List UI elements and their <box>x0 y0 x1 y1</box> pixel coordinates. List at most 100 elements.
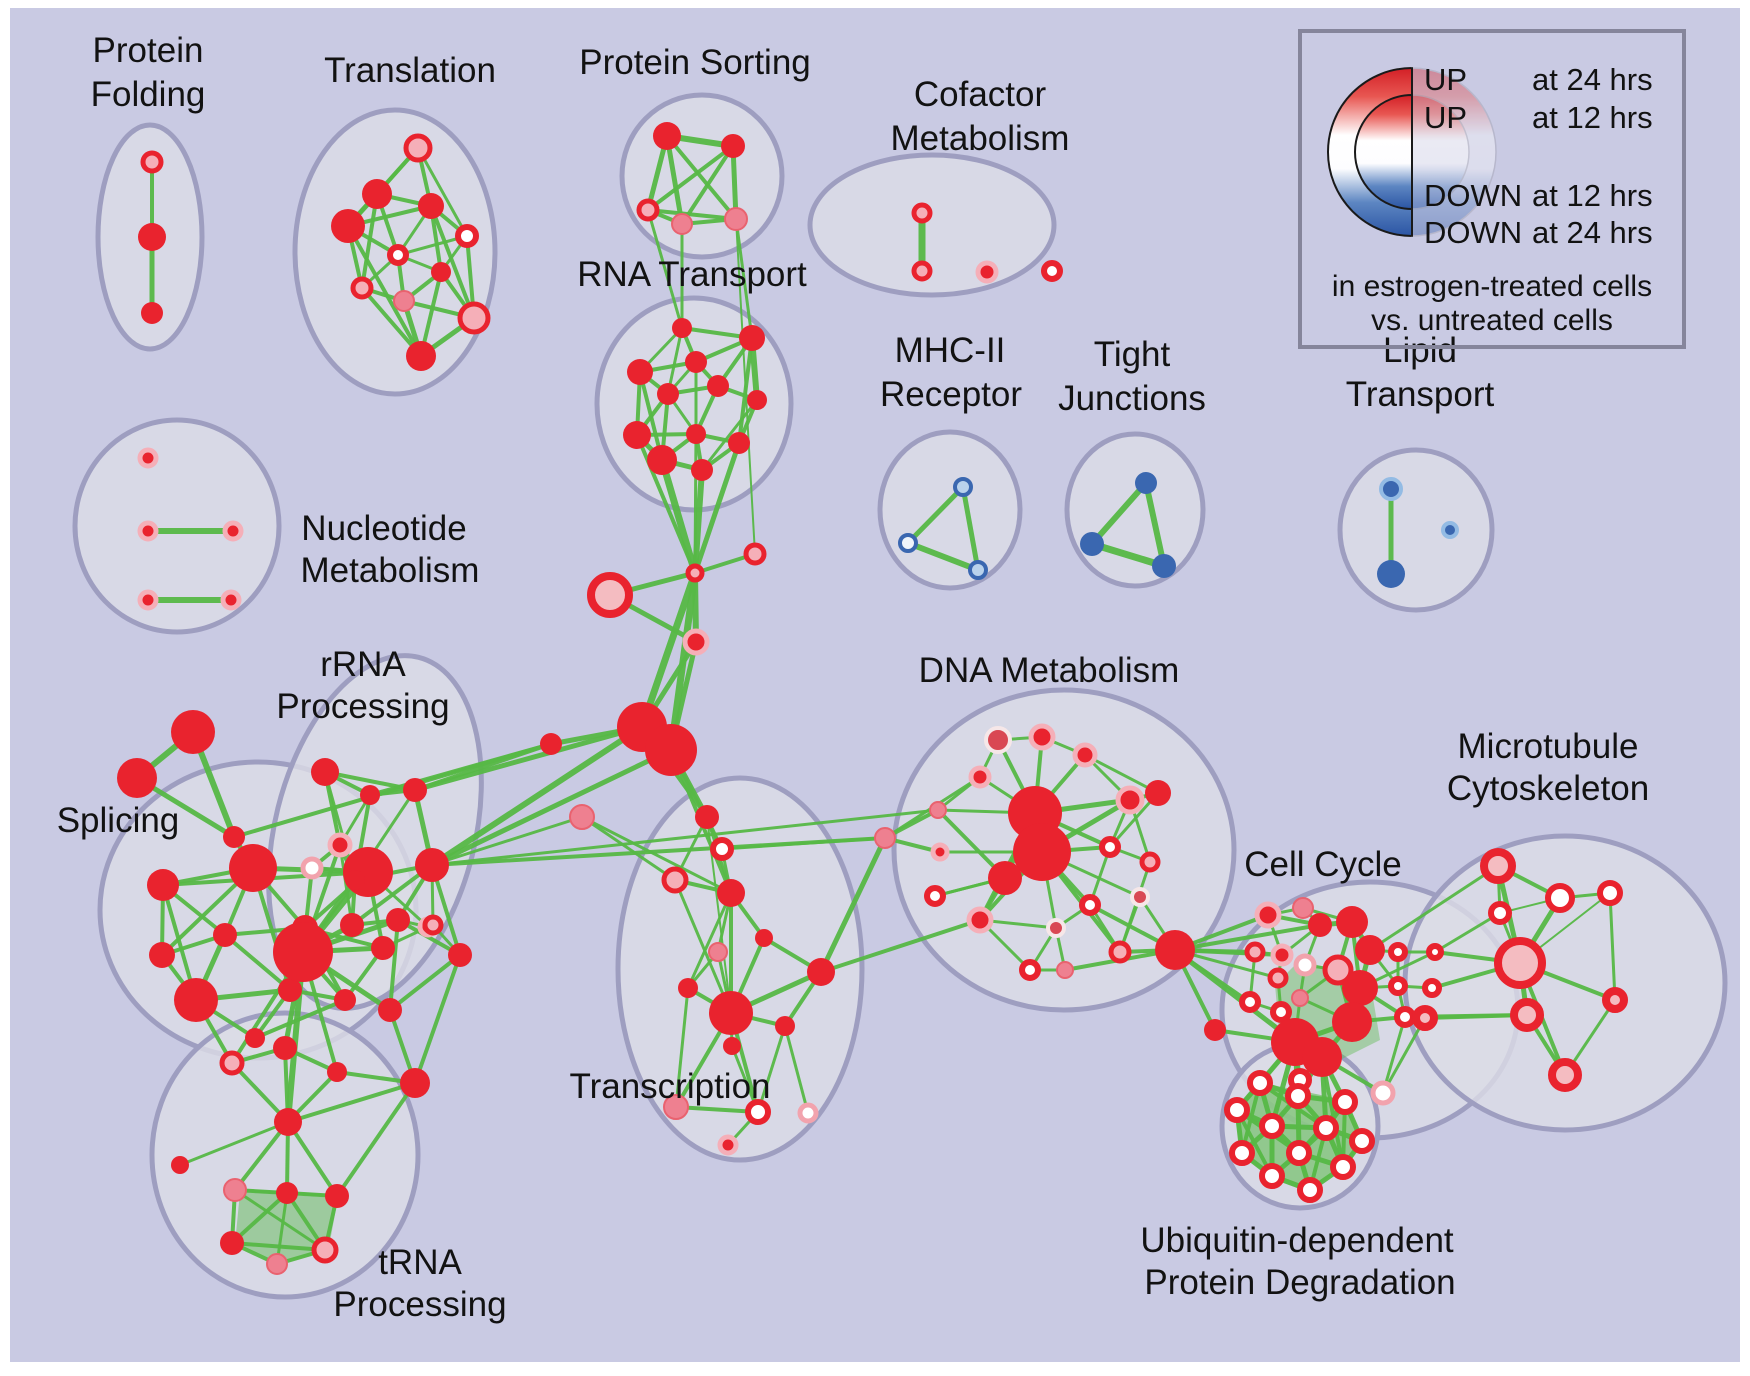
gene-node-DM-9[interactable] <box>988 861 1022 895</box>
gene-node-HB-6[interactable] <box>540 733 562 755</box>
gene-node-TS-2[interactable] <box>661 866 689 894</box>
gene-node-CC-5[interactable] <box>1336 906 1368 938</box>
gene-node-MC-5[interactable] <box>1422 978 1442 998</box>
gene-node-HB-3[interactable] <box>682 628 710 656</box>
gene-node-SP-8[interactable] <box>278 978 302 1002</box>
gene-node-UB-9[interactable] <box>1286 1140 1312 1166</box>
gene-node-RR-1[interactable] <box>360 785 380 805</box>
gene-node-DM-11[interactable] <box>1099 836 1121 858</box>
gene-node-MC-6[interactable] <box>1494 937 1546 989</box>
gene-node-RT-5[interactable] <box>657 383 679 405</box>
gene-node-RR-5[interactable] <box>345 870 365 890</box>
gene-node-RR-12[interactable] <box>340 913 364 937</box>
gene-node-CC-17[interactable] <box>1302 1037 1342 1077</box>
gene-node-TN-0[interactable] <box>219 1050 245 1076</box>
gene-node-CC-19[interactable] <box>1388 976 1408 996</box>
gene-node-TJ-2[interactable] <box>1152 554 1176 578</box>
gene-node-TR-5[interactable] <box>387 244 409 266</box>
gene-node-TRI-0[interactable] <box>171 710 215 754</box>
gene-node-TR-8[interactable] <box>393 290 415 312</box>
gene-node-PS-1[interactable] <box>721 134 745 158</box>
gene-node-PF-1[interactable] <box>138 223 166 251</box>
gene-node-NM-4[interactable] <box>220 589 242 611</box>
gene-node-PS-0[interactable] <box>653 122 681 150</box>
gene-node-TS-13[interactable] <box>797 1102 819 1124</box>
gene-node-TR-10[interactable] <box>406 341 436 371</box>
gene-node-SP-5[interactable] <box>371 936 395 960</box>
gene-node-UB-3[interactable] <box>1224 1097 1250 1123</box>
gene-node-DM-3[interactable] <box>968 765 992 789</box>
gene-node-UB-6[interactable] <box>1349 1128 1375 1154</box>
gene-node-UB-5[interactable] <box>1313 1115 1339 1141</box>
gene-node-UB-2[interactable] <box>1332 1089 1358 1115</box>
gene-node-DM-0[interactable] <box>984 726 1012 754</box>
gene-node-MC-1[interactable] <box>1545 883 1575 913</box>
gene-node-RT-9[interactable] <box>728 432 750 454</box>
gene-node-CC-4[interactable] <box>1308 913 1332 937</box>
gene-node-RT-2[interactable] <box>627 359 653 385</box>
gene-node-DM-15[interactable] <box>924 885 946 907</box>
gene-node-CC-6[interactable] <box>1355 935 1385 965</box>
gene-node-MH-0[interactable] <box>953 477 973 497</box>
gene-node-UB-1[interactable] <box>1285 1083 1311 1109</box>
gene-node-MC-3[interactable] <box>1597 880 1623 906</box>
gene-node-MC-0[interactable] <box>1480 848 1516 884</box>
gene-node-TN-8[interactable] <box>325 1184 349 1208</box>
gene-node-PS-2[interactable] <box>636 198 660 222</box>
gene-node-TR-4[interactable] <box>455 224 479 248</box>
gene-node-CC-20[interactable] <box>1394 1006 1416 1028</box>
gene-node-RT-8[interactable] <box>686 424 706 444</box>
gene-node-SP-4[interactable] <box>213 923 237 947</box>
gene-node-DM-4[interactable] <box>929 801 947 819</box>
gene-node-DM-13[interactable] <box>1130 887 1150 907</box>
gene-node-RR-3[interactable] <box>327 832 353 858</box>
gene-node-LT-2[interactable] <box>1441 521 1459 539</box>
gene-node-TR-1[interactable] <box>362 179 392 209</box>
gene-node-TN-9[interactable] <box>220 1231 244 1255</box>
gene-node-MH-2[interactable] <box>968 560 988 580</box>
gene-node-MH-1[interactable] <box>898 533 918 553</box>
gene-node-HB-8[interactable] <box>874 827 896 849</box>
gene-node-NM-1[interactable] <box>137 520 159 542</box>
gene-node-TS-4[interactable] <box>755 929 773 947</box>
gene-node-PS-3[interactable] <box>671 213 693 235</box>
gene-node-DM-17[interactable] <box>1046 918 1066 938</box>
gene-node-DM-10[interactable] <box>930 842 950 862</box>
gene-node-RR-10[interactable] <box>273 922 333 982</box>
gene-node-SP-0[interactable] <box>229 844 277 892</box>
gene-node-PF-0[interactable] <box>140 150 164 174</box>
gene-node-DM-2[interactable] <box>1072 742 1098 768</box>
gene-node-SP-2[interactable] <box>147 869 179 901</box>
gene-node-DM-14[interactable] <box>966 906 994 934</box>
gene-node-HB-5[interactable] <box>645 724 697 776</box>
gene-node-HB-1[interactable] <box>743 542 767 566</box>
gene-node-NM-3[interactable] <box>137 589 159 611</box>
gene-node-RR-4[interactable] <box>300 856 324 880</box>
gene-node-RR-7[interactable] <box>386 908 410 932</box>
gene-node-DM-1[interactable] <box>1028 723 1056 751</box>
gene-node-CC-13[interactable] <box>1270 1001 1292 1023</box>
gene-node-TS-6[interactable] <box>678 978 698 998</box>
gene-node-DM-5[interactable] <box>1115 785 1145 815</box>
gene-node-RT-10[interactable] <box>647 445 677 475</box>
gene-node-DM-20[interactable] <box>1108 940 1132 964</box>
gene-node-CF-2[interactable] <box>975 260 999 284</box>
gene-node-HB-2[interactable] <box>587 572 633 618</box>
gene-node-PF-2[interactable] <box>141 302 163 324</box>
gene-node-PS-4[interactable] <box>724 207 748 231</box>
gene-node-UB-4[interactable] <box>1259 1113 1285 1139</box>
gene-node-UB-10[interactable] <box>1330 1154 1356 1180</box>
gene-node-TJ-0[interactable] <box>1135 472 1157 494</box>
gene-node-MC-7[interactable] <box>1412 1005 1438 1031</box>
gene-node-RR-6[interactable] <box>415 848 449 882</box>
gene-node-DM-18[interactable] <box>1019 959 1041 981</box>
gene-node-TRI-1[interactable] <box>117 758 157 798</box>
gene-node-DM-6[interactable] <box>1145 780 1171 806</box>
gene-node-DM-21[interactable] <box>1155 930 1195 970</box>
gene-node-TS-3[interactable] <box>717 879 745 907</box>
gene-node-RR-9[interactable] <box>448 943 472 967</box>
gene-node-TS-12[interactable] <box>745 1099 771 1125</box>
gene-node-CC-3[interactable] <box>1270 943 1294 967</box>
gene-node-MC-10[interactable] <box>1548 1058 1582 1092</box>
gene-node-HB-7[interactable] <box>569 804 595 830</box>
